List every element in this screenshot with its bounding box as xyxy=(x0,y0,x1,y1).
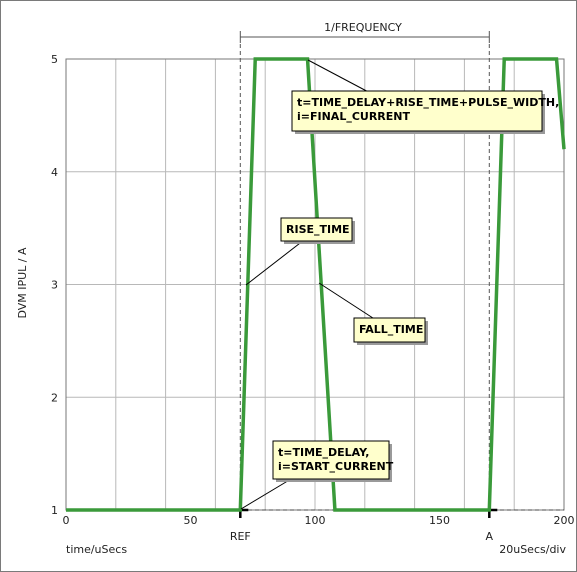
y-tick-label: 4 xyxy=(51,166,58,179)
y-tick-label: 3 xyxy=(51,279,58,292)
y-tick-label: 1 xyxy=(51,504,58,517)
annotation-text: RISE_TIME xyxy=(286,223,350,236)
annotation-text: i=FINAL_CURRENT xyxy=(297,110,410,123)
series xyxy=(66,57,566,512)
annotation-text: FALL_TIME xyxy=(359,323,423,336)
period-label: 1/FREQUENCY xyxy=(324,21,402,34)
annotation-leader xyxy=(245,239,305,286)
y-tick-label: 2 xyxy=(51,391,58,404)
x-tick-label: 50 xyxy=(184,514,198,527)
annotation-box xyxy=(353,317,426,343)
y-tick-label: 5 xyxy=(51,53,58,66)
x-axis-label: time/uSecs xyxy=(66,543,127,556)
annotation-leader xyxy=(318,282,377,321)
annotations: t=TIME_DELAY+RISE_TIME+PULSE_WIDTH,i=FIN… xyxy=(240,59,559,510)
annotation-box xyxy=(272,440,390,480)
x-scale-label: 20uSecs/div xyxy=(499,543,566,556)
annotation-text: t=TIME_DELAY+RISE_TIME+PULSE_WIDTH, xyxy=(297,96,559,109)
annotation-text: t=TIME_DELAY, xyxy=(278,446,369,459)
annotation-box xyxy=(280,217,353,242)
x-tick-label: 150 xyxy=(429,514,450,527)
series-line xyxy=(66,57,566,512)
annotation-text: i=START_CURRENT xyxy=(278,460,394,473)
y-axis-label: DVM IPUL / A xyxy=(16,247,29,319)
x-tick-label: 200 xyxy=(554,514,575,527)
annotation-box xyxy=(291,90,543,132)
marker-label: REF xyxy=(230,530,251,543)
x-tick-label: 100 xyxy=(305,514,326,527)
marker-label: A xyxy=(486,530,494,543)
x-tick-label: 0 xyxy=(63,514,70,527)
annotation-leader xyxy=(307,59,377,97)
